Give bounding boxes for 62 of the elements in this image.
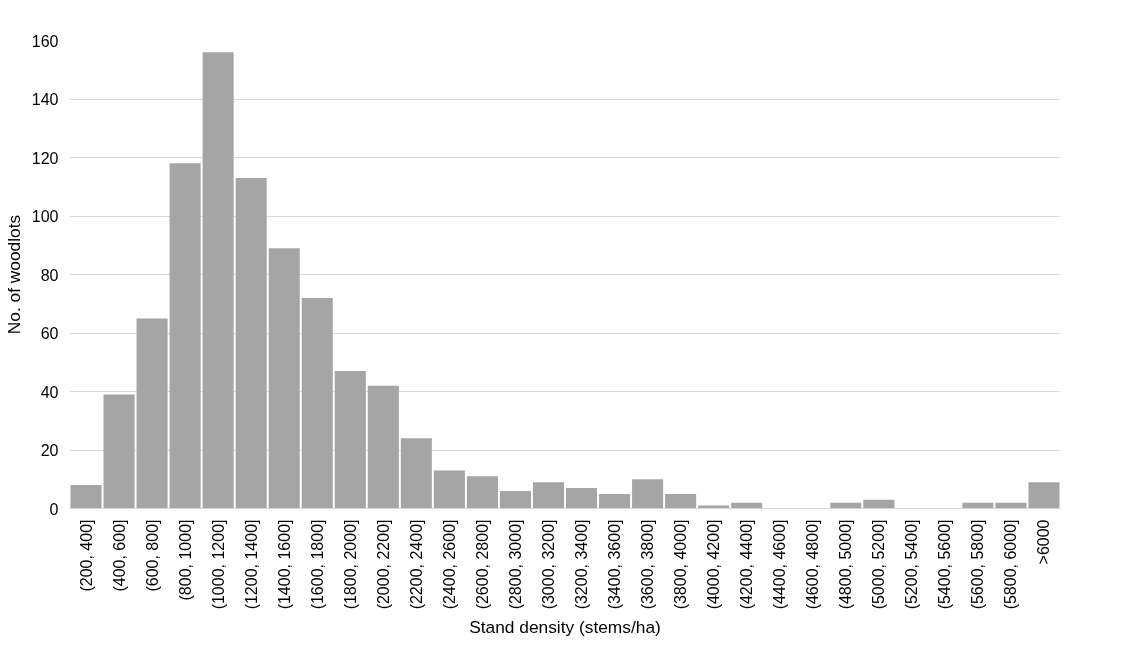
y-tick-label: 120	[31, 149, 59, 167]
x-tick-label: (4600, 4800]	[804, 519, 822, 610]
y-tick-label: 80	[40, 266, 59, 284]
x-tick-label: (4000, 4200]	[705, 519, 723, 610]
y-tick-label: 40	[40, 383, 59, 401]
bar	[301, 297, 333, 509]
x-tick-label: (5200, 5400]	[903, 519, 921, 610]
bar	[367, 385, 399, 509]
x-tick-label: >6000	[1035, 519, 1053, 565]
x-tick-label: (2200, 2400]	[407, 519, 425, 610]
bar	[532, 482, 565, 509]
bar	[268, 248, 300, 509]
x-tick-label: (3000, 3200]	[539, 519, 557, 610]
y-tick-label: 20	[40, 442, 59, 459]
x-tick-label: (1200, 1400]	[242, 519, 260, 610]
bar	[599, 493, 631, 509]
y-tick-label: 0	[49, 500, 59, 518]
x-tick-label: (1000, 1200]	[209, 519, 227, 610]
x-tick-label: (2000, 2200]	[374, 519, 392, 610]
bar	[466, 476, 498, 509]
x-tick-label: (5600, 5800]	[969, 519, 987, 610]
x-tick-label: (5000, 5200]	[870, 519, 888, 610]
y-tick-label: 140	[31, 91, 59, 108]
x-tick-label: (3800, 4000]	[672, 519, 690, 610]
bar	[70, 485, 102, 509]
bar	[202, 52, 234, 509]
x-tick-label: (600, 800]	[143, 519, 161, 592]
bar	[136, 318, 168, 509]
x-tick-label: (3400, 3600]	[606, 519, 624, 610]
bar	[235, 177, 267, 509]
x-tick-label: (5800, 6000]	[1002, 519, 1020, 610]
bar	[433, 470, 465, 509]
bar	[169, 163, 201, 509]
x-axis-title: Stand density (stems/ha)	[469, 617, 661, 638]
bar	[863, 499, 895, 509]
x-tick-label: (200, 400]	[77, 519, 95, 592]
x-tick-label: (2400, 2600]	[440, 519, 458, 610]
x-tick-label: (4200, 4400]	[738, 519, 756, 610]
bar	[499, 490, 531, 509]
x-tick-label: (2800, 3000]	[506, 519, 524, 610]
bar	[665, 493, 697, 509]
bar	[1028, 482, 1060, 509]
y-tick-label: 100	[31, 208, 59, 225]
bar	[334, 371, 366, 509]
y-tick-label: 160	[31, 32, 59, 50]
bar	[103, 394, 135, 509]
x-tick-label: (800, 1000]	[176, 519, 194, 601]
x-tick-label: (2600, 2800]	[473, 519, 491, 610]
x-tick-label: (5400, 5600]	[936, 519, 954, 610]
bar	[565, 488, 598, 509]
x-tick-label: (1800, 2000]	[341, 519, 359, 610]
x-tick-label: (1400, 1600]	[275, 519, 293, 610]
x-tick-label: (4400, 4600]	[771, 519, 789, 610]
y-tick-label: 60	[40, 325, 59, 342]
x-tick-label: (4800, 5000]	[837, 519, 855, 610]
y-axis-title: No. of woodlots	[3, 214, 24, 335]
x-tick-label: (400, 600]	[110, 519, 128, 592]
x-tick-label: (3200, 3400]	[573, 519, 591, 610]
bar	[632, 479, 664, 509]
bar	[400, 438, 432, 509]
x-tick-label: (3600, 3800]	[639, 519, 657, 610]
x-tick-label: (1600, 1800]	[308, 519, 326, 610]
